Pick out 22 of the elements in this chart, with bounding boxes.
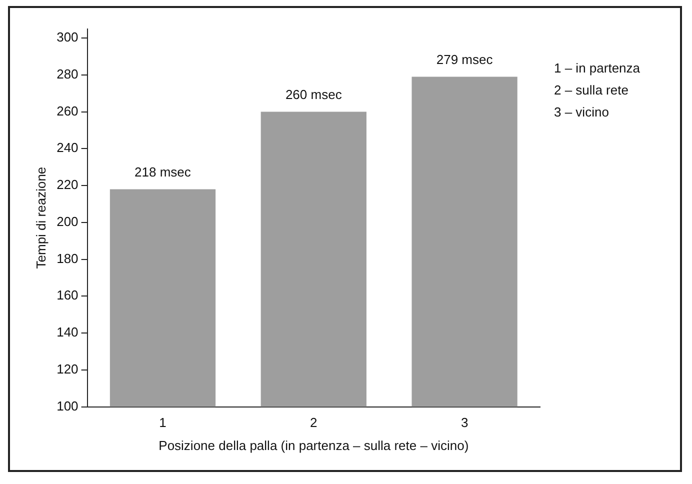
y-tick-label: 160: [56, 288, 78, 303]
y-tick-label: 180: [56, 250, 78, 266]
x-tick-label: 2: [310, 415, 318, 430]
y-tick-label: 120: [56, 362, 78, 376]
text: 2 – sulla rete: [554, 82, 628, 98]
text: 3 – vicino: [554, 104, 609, 120]
y-axis-title: Tempi di reazione: [33, 166, 48, 269]
text: 1 – in partenza: [554, 60, 641, 76]
data-label: 260 msec: [285, 86, 342, 102]
y-tick-label: 300: [56, 30, 78, 45]
y-tick-label: 140: [56, 324, 78, 340]
y-tick-label: 260: [56, 103, 78, 118]
x-tick-label: 3: [460, 415, 468, 430]
y-tick-label: 240: [56, 140, 78, 156]
y-tick-label: 280: [56, 66, 78, 82]
y-tick-label: 220: [56, 177, 78, 192]
y-tick-label: 200: [56, 214, 78, 229]
data-label: 279 msec: [436, 52, 494, 67]
x-tick-label: 1: [159, 415, 166, 430]
data-label: 218 msec: [134, 164, 192, 180]
y-tick-label: 100: [56, 398, 78, 414]
x-axis-title: Posizione della palla (in partenza – sulla rete – vicino): [158, 438, 469, 453]
